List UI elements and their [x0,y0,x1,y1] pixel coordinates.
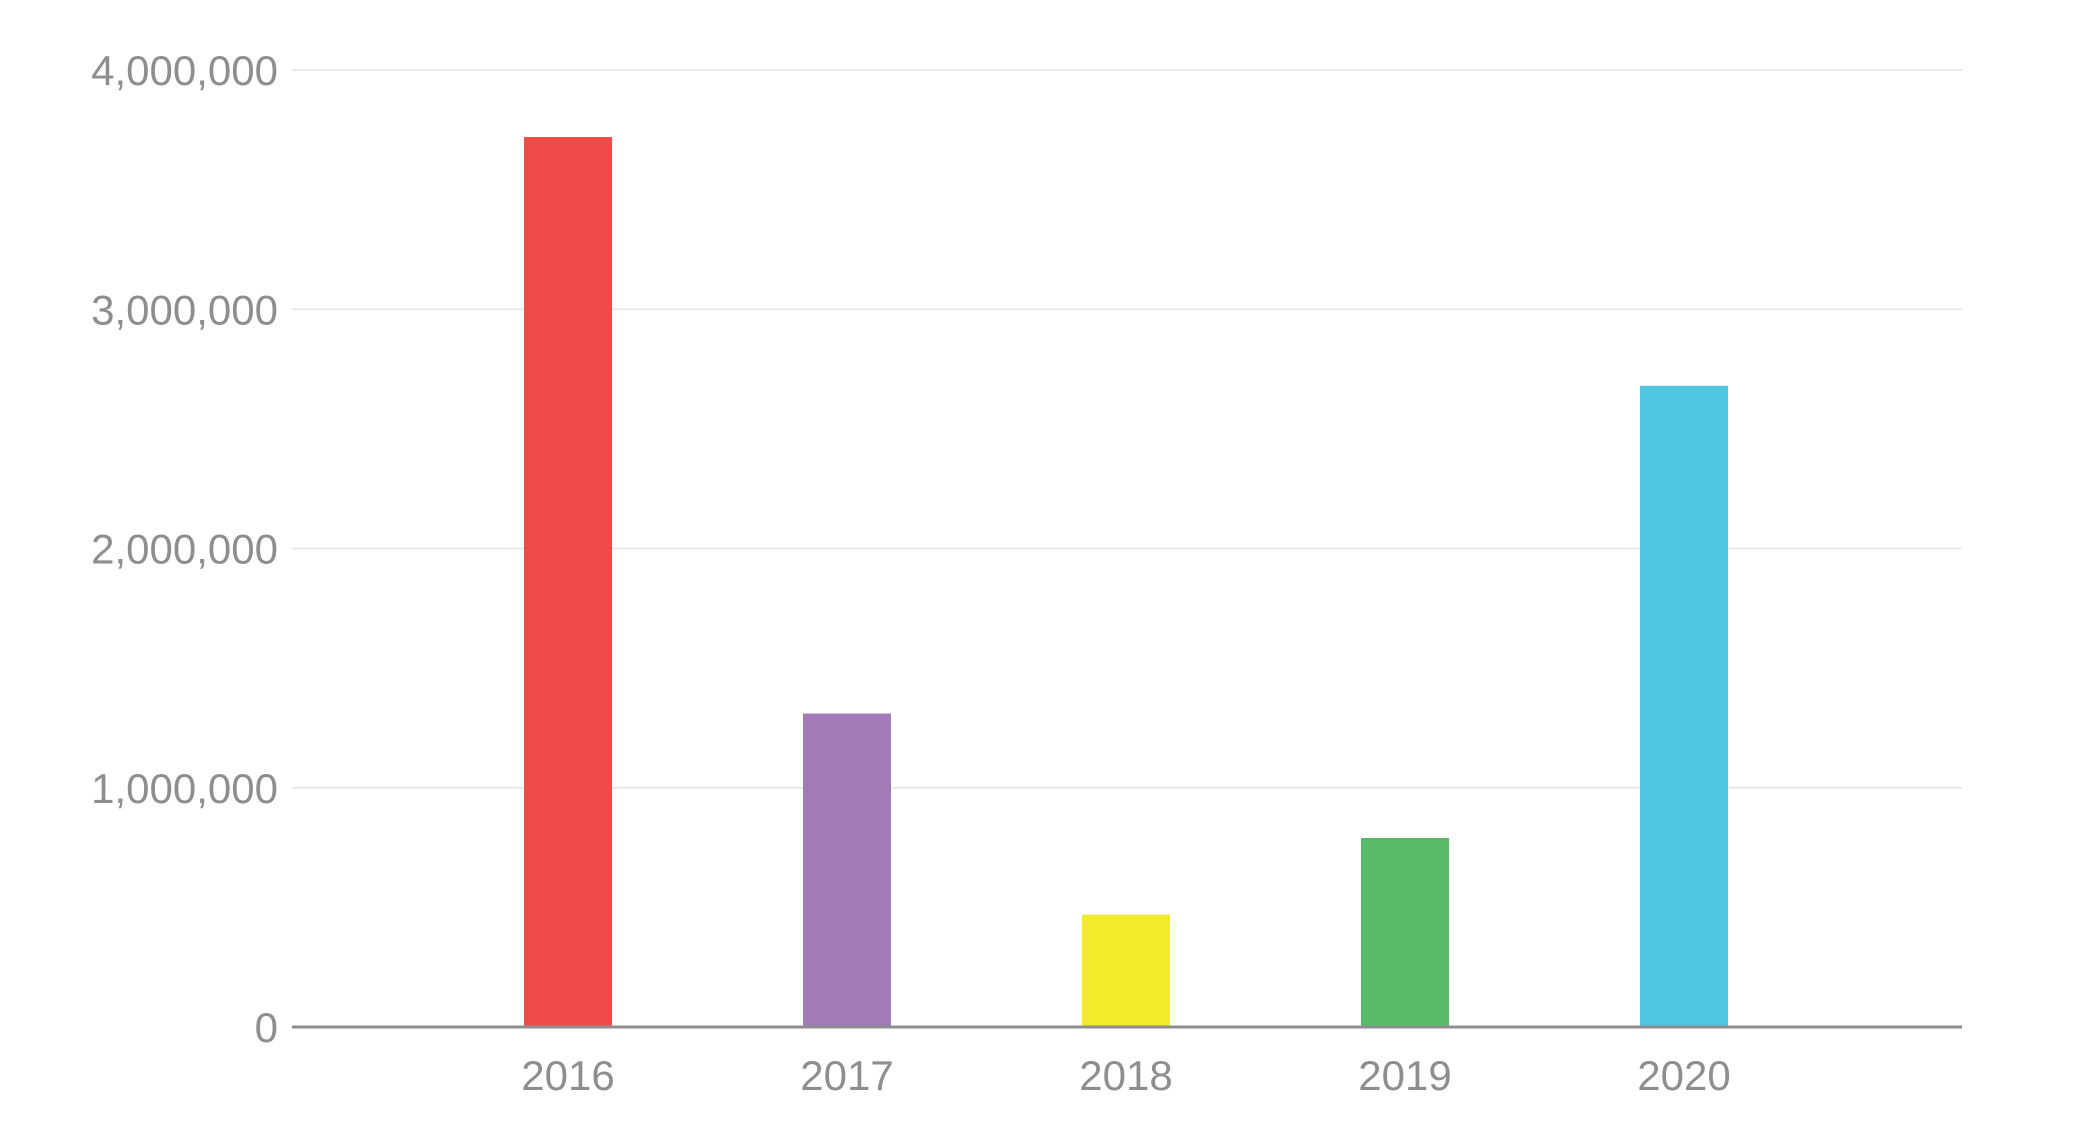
bar-2018 [1082,914,1170,1027]
bar-2016 [524,136,612,1028]
y-tick-label: 2,000,000 [91,526,278,573]
bar-2019 [1361,837,1449,1027]
x-tick-label: 2016 [521,1052,614,1099]
y-tick-label: 3,000,000 [91,286,278,333]
y-tick-label: 4,000,000 [91,47,278,94]
y-tick-label: 1,000,000 [91,765,278,812]
x-tick-label: 2017 [800,1052,893,1099]
bar-2020 [1640,385,1728,1027]
x-tick-label: 2018 [1079,1052,1172,1099]
x-tick-label: 2019 [1358,1052,1451,1099]
y-axis-tick-labels: 0 1,000,000 2,000,000 3,000,000 4,000,000 [91,47,278,1051]
x-axis-tick-labels: 2016 2017 2018 2019 2020 [521,1052,1730,1099]
bar-2017 [803,713,891,1027]
y-tick-label: 0 [255,1004,278,1051]
x-tick-label: 2020 [1637,1052,1730,1099]
bars [524,136,1728,1028]
